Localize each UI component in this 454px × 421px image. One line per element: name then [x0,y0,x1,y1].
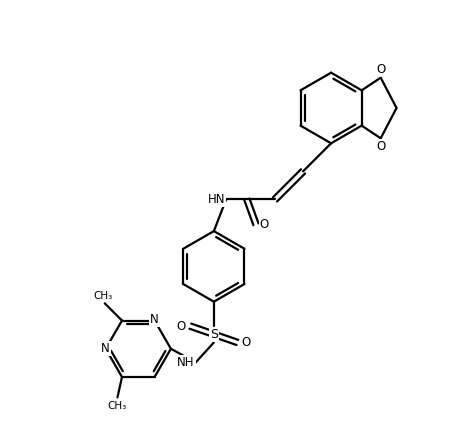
Text: O: O [242,336,251,349]
Text: NH: NH [177,356,195,369]
Text: CH₃: CH₃ [108,400,127,410]
Text: CH₃: CH₃ [94,290,113,301]
Text: N: N [150,313,159,326]
Text: S: S [210,328,218,341]
Text: HN: HN [207,193,225,206]
Text: N: N [101,342,109,355]
Text: O: O [376,63,385,76]
Text: O: O [376,140,385,153]
Text: O: O [260,218,269,231]
Text: O: O [177,320,186,333]
